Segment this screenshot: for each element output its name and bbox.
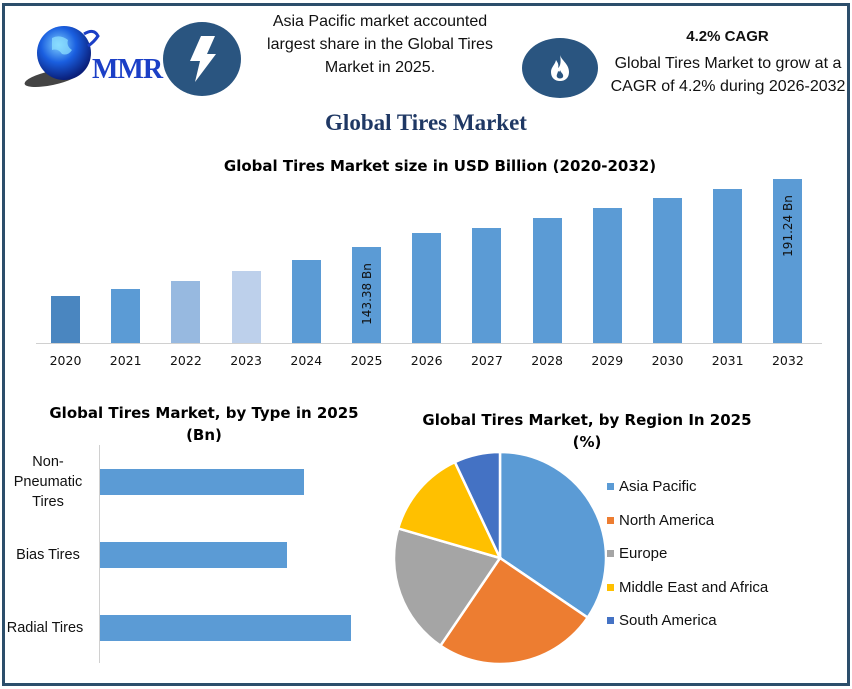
type-chart-title: Global Tires Market, by Type in 2025 (Bn… <box>20 402 388 446</box>
legend-item-asia-pacific: Asia Pacific <box>607 478 697 495</box>
bar-2026 <box>412 233 442 343</box>
legend-swatch <box>607 550 614 557</box>
globe-icon <box>24 26 100 87</box>
bar-2024 <box>291 260 321 343</box>
data-label-2032: 191.24 Bn <box>780 195 795 257</box>
type-chart-title-line2: (Bn) <box>186 426 222 444</box>
x-tick-2024: 2024 <box>290 353 323 368</box>
pie-slice-middle-east-and-africa <box>396 460 503 560</box>
region-chart-title: Global Tires Market, by Region In 2025 (… <box>400 409 774 453</box>
legend-label: Asia Pacific <box>619 478 697 495</box>
legend-swatch <box>607 617 614 624</box>
bar-bias-tires <box>100 542 287 568</box>
bar-radial-tires <box>100 615 351 641</box>
bar-2028 <box>532 218 562 343</box>
bar-2029 <box>592 208 622 343</box>
lightning-icon <box>163 22 241 96</box>
flame-icon <box>522 38 598 98</box>
legend-label: Europe <box>619 545 668 562</box>
label-bias-tires: Bias Tires <box>16 547 80 563</box>
logo-text: MMR <box>92 54 163 85</box>
x-tick-2031: 2031 <box>711 353 744 368</box>
legend-label: North America <box>619 511 715 529</box>
bar-2031 <box>713 189 743 343</box>
x-tick-2029: 2029 <box>591 353 624 368</box>
legend-swatch <box>607 583 614 591</box>
stat-cagr-text: Global Tires Market to grow at a CAGR of… <box>610 55 846 95</box>
x-tick-2021: 2021 <box>109 353 142 368</box>
x-tick-2020: 2020 <box>49 353 82 368</box>
label-non-pneumatic-tires: Non- Pneumatic Tires <box>13 454 83 510</box>
infographic-frame <box>2 3 850 686</box>
pie-slice-europe <box>392 526 503 648</box>
market-size-chart-title: Global Tires Market size in USD Billion … <box>223 157 657 175</box>
x-tick-2032: 2032 <box>771 353 804 368</box>
mmr-logo: MMR <box>22 20 163 90</box>
page-title: Global Tires Market <box>325 110 527 135</box>
bar-2020 <box>51 296 80 343</box>
pie-slice-south-america <box>453 450 502 559</box>
bar-2030 <box>653 198 682 343</box>
pie-slice-asia-pacific <box>498 450 608 620</box>
cagr-heading: 4.2% CAGR <box>686 28 769 45</box>
x-tick-2025: 2025 <box>350 353 383 368</box>
legend-item-north-america: North America <box>607 512 714 529</box>
x-tick-2030: 2030 <box>651 353 684 368</box>
pie-slice-north-america <box>438 556 590 666</box>
bar-2025 <box>352 247 381 343</box>
legend-label: Middle East and Africa <box>619 578 769 596</box>
legend-item-middle-east-and-africa: Middle East and Africa <box>607 579 768 596</box>
legend-item-europe: Europe <box>607 545 667 562</box>
bar-2023 <box>231 271 261 343</box>
x-tick-2022: 2022 <box>169 353 202 368</box>
bar-non-pneumatic-tires <box>100 469 304 495</box>
x-axis-line <box>36 343 822 344</box>
x-tick-2026: 2026 <box>410 353 443 368</box>
region-pie-chart <box>392 450 608 666</box>
type-chart-title-line1: Global Tires Market, by Type in 2025 <box>49 404 359 422</box>
bar-2022 <box>171 281 201 343</box>
region-chart-title-line2: (%) <box>572 433 602 451</box>
legend-label: South America <box>619 612 717 629</box>
legend-swatch <box>607 516 614 524</box>
bar-2032 <box>773 179 803 343</box>
label-radial-tires: Radial Tires <box>6 620 84 636</box>
stat-asia-pacific-text: Asia Pacific market accounted largest sh… <box>267 13 493 76</box>
x-tick-2027: 2027 <box>470 353 503 368</box>
region-chart-title-line1: Global Tires Market, by Region In 2025 <box>422 411 752 429</box>
legend-swatch <box>607 483 614 490</box>
bar-2027 <box>472 228 502 343</box>
data-label-2025: 143.38 Bn <box>359 263 374 325</box>
legend-item-south-america: South America <box>607 612 717 629</box>
x-tick-2023: 2023 <box>230 353 262 368</box>
y-axis-line <box>99 445 100 663</box>
x-tick-2028: 2028 <box>531 353 563 368</box>
bar-2021 <box>111 289 141 343</box>
